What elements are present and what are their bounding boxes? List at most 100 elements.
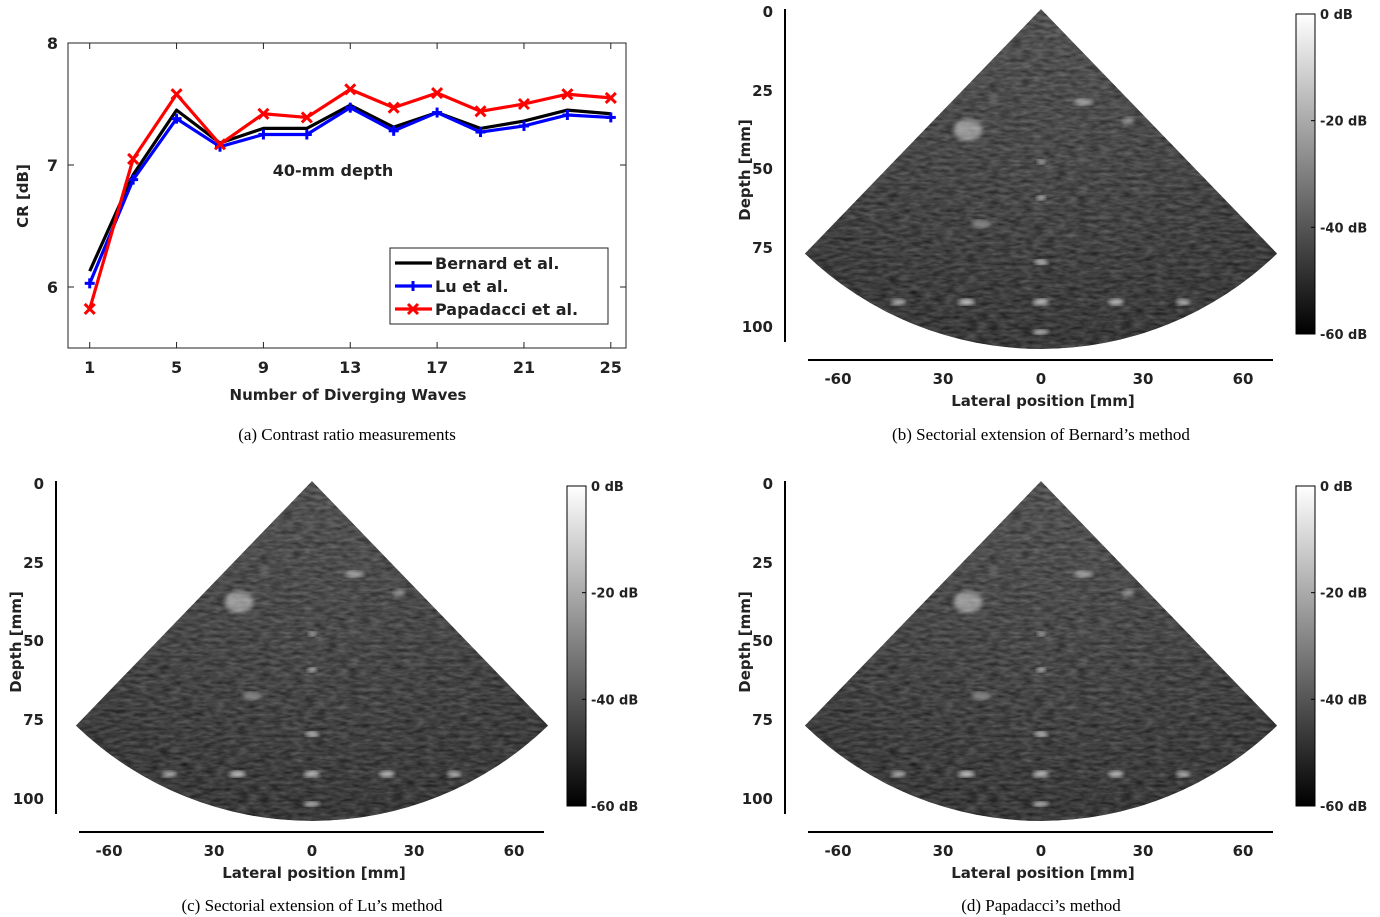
reflector — [1122, 589, 1134, 595]
data-point — [562, 109, 573, 120]
reflector — [1176, 299, 1190, 305]
reflector — [971, 692, 991, 700]
depth-tick-label: 50 — [752, 160, 773, 178]
reflector — [903, 124, 915, 132]
data-point — [387, 101, 400, 114]
reflector — [1037, 631, 1045, 637]
x-tick-labels: 1 5 9 13 17 21 25 — [84, 358, 622, 377]
reflector — [1036, 195, 1046, 201]
lateral-tick-label: 60 — [1233, 842, 1254, 860]
data-point — [170, 88, 183, 101]
lateral-tick-label: 30 — [933, 842, 954, 860]
reflector — [1034, 731, 1048, 737]
lateral-tick-label: -60 — [824, 842, 851, 860]
lateral-tick-label: 0 — [1036, 842, 1046, 860]
reflector — [307, 667, 317, 673]
colorbar-tick-label: -40 dB — [1320, 693, 1367, 708]
reflector — [304, 801, 320, 807]
data-point — [431, 86, 444, 100]
reflector — [1108, 299, 1124, 305]
data-point — [432, 107, 443, 118]
depth-tick-label: 25 — [23, 554, 44, 572]
reflector — [854, 591, 882, 601]
reflector — [1037, 159, 1045, 165]
y-tick-labels: 6 7 8 — [47, 34, 58, 297]
reflector — [1033, 329, 1049, 335]
lateral-axis-label: Lateral position [mm] — [222, 864, 406, 882]
reflector — [125, 591, 153, 601]
colorbar-tick-label: -40 dB — [1320, 221, 1367, 236]
depth-tick-label: 75 — [23, 711, 44, 729]
data-point — [406, 302, 420, 316]
reflector — [1034, 259, 1048, 265]
data-point — [388, 125, 399, 136]
depth-tick-label: 100 — [742, 318, 773, 336]
legend: Bernard et al. Lu et al. Papadacci et al. — [389, 247, 609, 325]
data-point — [474, 105, 487, 118]
data-point — [127, 152, 140, 165]
data-point — [301, 129, 312, 140]
reflector — [891, 771, 905, 777]
y-axis-label: CR [dB] — [14, 164, 32, 228]
data-point — [345, 102, 356, 113]
panel-c-lu: 0 25 50 75 100 Depth [mm] -60 30 0 30 60 Lateral po… — [7, 475, 638, 882]
x-tick-label: 9 — [258, 358, 269, 377]
lateral-tick-label: -60 — [824, 370, 851, 388]
depth-annotation: 40-mm depth — [273, 161, 394, 180]
ultrasound-image — [804, 9, 1278, 350]
legend-label: Papadacci et al. — [435, 300, 578, 319]
lateral-tick-label: 30 — [404, 842, 425, 860]
lateral-tick-label: 30 — [1133, 370, 1154, 388]
reflector — [308, 631, 316, 637]
lateral-tick-label: -60 — [95, 842, 122, 860]
data-point — [300, 111, 313, 124]
lateral-tick-label: 60 — [1233, 370, 1254, 388]
cr-line-chart: 6 7 8 1 5 9 13 17 21 25 40-mm depth Number of Di… — [14, 34, 627, 444]
ultrasound-image — [804, 481, 1278, 822]
lateral-tick-label: 0 — [1036, 370, 1046, 388]
depth-axis-label: Depth [mm] — [7, 591, 25, 692]
data-point — [561, 88, 574, 101]
depth-tick-label: 50 — [752, 632, 773, 650]
reflector — [958, 299, 974, 305]
data-point — [258, 129, 269, 140]
depth-tick-label: 0 — [34, 475, 44, 493]
reflector — [1073, 571, 1093, 577]
data-point — [475, 127, 486, 138]
data-point — [517, 97, 531, 111]
depth-axis-label: Depth [mm] — [736, 119, 754, 220]
x-tick-label: 17 — [426, 358, 448, 377]
depth-tick-label: 25 — [752, 82, 773, 100]
lateral-axis-label: Lateral position [mm] — [951, 392, 1135, 410]
caption-c: (c) Sectorial extension of Lu’s method — [181, 896, 443, 915]
reflector — [174, 596, 186, 604]
depth-tick-label: 50 — [23, 632, 44, 650]
caption-d: (d) Papadacci’s method — [961, 896, 1121, 915]
reflector — [891, 299, 905, 305]
lateral-tick-label: 30 — [1133, 842, 1154, 860]
data-point — [128, 174, 139, 185]
reflector — [393, 589, 405, 595]
depth-tick-label: 100 — [742, 790, 773, 808]
depth-tick-label: 75 — [752, 711, 773, 729]
panel-d-papadacci: 0 25 50 75 100 Depth [mm] -60 30 0 30 60 Lateral po… — [736, 475, 1367, 882]
data-point — [213, 138, 227, 151]
lateral-tick-label: 60 — [504, 842, 525, 860]
caption-a: (a) Contrast ratio measurements — [238, 425, 456, 444]
y-tick-label: 6 — [47, 278, 58, 297]
reflector — [162, 771, 176, 777]
lateral-tick-label: 30 — [933, 370, 954, 388]
data-point — [605, 112, 616, 123]
series-lines — [83, 83, 617, 316]
colorbar-tick-label: -60 dB — [1320, 800, 1367, 815]
colorbar — [566, 485, 587, 807]
depth-tick-label: 100 — [13, 790, 44, 808]
reflector — [1033, 299, 1049, 305]
y-tick-label: 8 — [47, 34, 58, 53]
reflector — [1073, 99, 1093, 105]
data-point — [344, 83, 357, 96]
reflector — [1176, 771, 1190, 777]
colorbar-tick-label: 0 dB — [1320, 8, 1353, 23]
legend-label: Bernard et al. — [435, 254, 559, 273]
